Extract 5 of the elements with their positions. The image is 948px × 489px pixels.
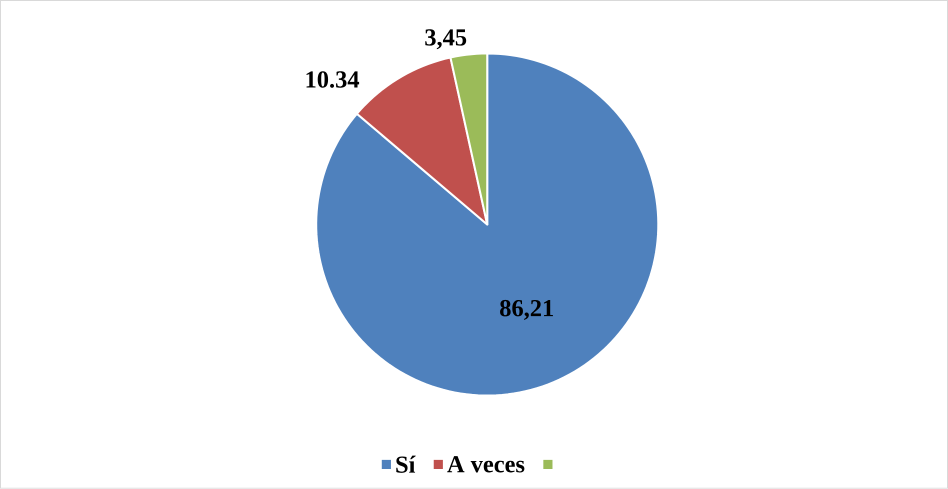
data-label: 86,21 — [500, 300, 553, 320]
legend-label: A veces — [447, 456, 524, 473]
data-label: 3,45 — [425, 29, 466, 50]
legend-label: Sí — [396, 456, 416, 473]
data-label: 10.34 — [306, 71, 360, 88]
